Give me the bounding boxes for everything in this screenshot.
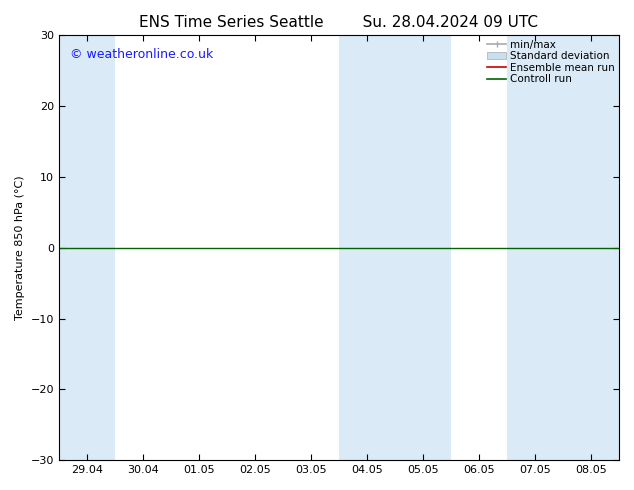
Legend: min/max, Standard deviation, Ensemble mean run, Controll run: min/max, Standard deviation, Ensemble me… — [485, 37, 617, 86]
Y-axis label: Temperature 850 hPa (°C): Temperature 850 hPa (°C) — [15, 175, 25, 320]
Bar — [59, 35, 115, 460]
Text: © weatheronline.co.uk: © weatheronline.co.uk — [70, 48, 214, 61]
Bar — [339, 35, 451, 460]
Bar — [507, 35, 619, 460]
Title: ENS Time Series Seattle        Su. 28.04.2024 09 UTC: ENS Time Series Seattle Su. 28.04.2024 0… — [139, 15, 538, 30]
